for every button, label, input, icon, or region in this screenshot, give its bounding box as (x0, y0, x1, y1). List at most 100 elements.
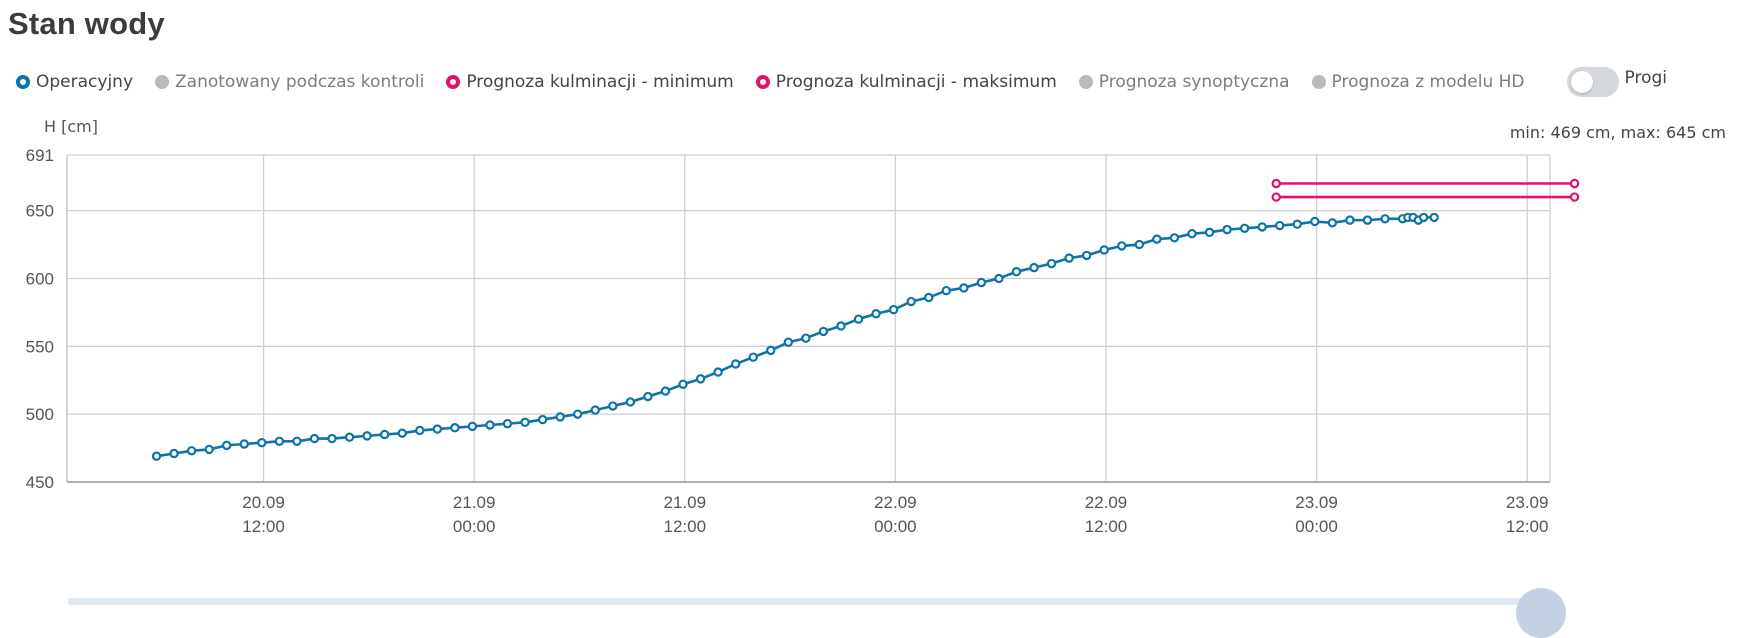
data-point[interactable] (678, 379, 688, 390)
data-point[interactable] (432, 424, 443, 434)
data-point[interactable] (1569, 192, 1580, 202)
data-point[interactable] (766, 345, 776, 356)
data-point[interactable] (1271, 192, 1281, 202)
data-point[interactable] (450, 423, 460, 433)
data-point[interactable] (1429, 212, 1439, 223)
legend-marker-icon (155, 75, 170, 89)
data-point[interactable] (1222, 224, 1232, 235)
data-point[interactable] (608, 401, 618, 411)
data-point[interactable] (836, 321, 846, 331)
data-point[interactable] (730, 359, 741, 369)
data-point[interactable] (906, 296, 916, 307)
data-point[interactable] (783, 337, 794, 347)
data-point[interactable] (573, 409, 583, 419)
data-point[interactable] (1418, 212, 1429, 223)
data-point[interactable] (853, 314, 864, 324)
data-point[interactable] (643, 391, 653, 402)
data-point[interactable] (327, 433, 337, 444)
data-point[interactable] (1362, 215, 1373, 225)
data-point[interactable] (801, 333, 811, 343)
data-point[interactable] (292, 436, 302, 446)
data-point[interactable] (625, 397, 636, 407)
progi-toggle[interactable]: Progi (1566, 67, 1667, 97)
data-point[interactable] (1081, 250, 1092, 261)
data-point[interactable] (1292, 219, 1302, 229)
data-point[interactable] (537, 414, 548, 425)
data-point[interactable] (1327, 218, 1338, 228)
data-point[interactable] (660, 386, 671, 396)
data-point[interactable] (1204, 227, 1215, 238)
data-point[interactable] (222, 440, 232, 451)
x-tick-time: 00:00 (874, 517, 917, 536)
data-point[interactable] (748, 352, 758, 362)
data-point[interactable] (344, 432, 355, 442)
data-point[interactable] (1152, 234, 1162, 244)
data-point[interactable] (1380, 214, 1390, 224)
legend-item-synoptyczna[interactable]: Prognoza synoptyczna (1078, 72, 1290, 92)
data-point[interactable] (467, 421, 478, 432)
min-max-label: min: 469 cm, max: 645 cm (1510, 123, 1726, 142)
data-point[interactable] (1134, 239, 1145, 250)
chart-scrollbar[interactable] (68, 598, 1528, 605)
data-point[interactable] (397, 428, 407, 438)
toggle-knob (1570, 71, 1593, 93)
page-title: Stan wody (8, 6, 165, 41)
data-point[interactable] (1239, 223, 1250, 233)
data-point[interactable] (888, 304, 899, 315)
x-tick-date: 21.09 (663, 493, 706, 512)
data-point[interactable] (362, 431, 372, 441)
x-tick-date: 20.09 (242, 493, 285, 512)
data-point[interactable] (1345, 215, 1355, 225)
data-point[interactable] (994, 273, 1004, 284)
data-point[interactable] (1029, 262, 1039, 273)
data-point[interactable] (169, 448, 179, 459)
data-point[interactable] (1310, 216, 1320, 227)
data-point[interactable] (590, 405, 600, 415)
toggle-track[interactable] (1566, 67, 1619, 97)
legend-item-kulminacja-min[interactable]: Prognoza kulminacji - minimum (446, 72, 734, 92)
data-point[interactable] (1169, 233, 1180, 243)
data-point[interactable] (520, 417, 530, 427)
legend-item-operacyjny[interactable]: Operacyjny (16, 72, 133, 92)
data-point[interactable] (1117, 241, 1127, 251)
x-tick-time: 00:00 (453, 517, 496, 536)
data-point[interactable] (204, 444, 214, 455)
data-point[interactable] (186, 446, 197, 456)
legend-item-model-hd[interactable]: Prognoza z modelu HD (1311, 72, 1525, 92)
data-point[interactable] (871, 309, 881, 319)
grid-lines (66, 154, 1551, 483)
data-point[interactable] (309, 433, 320, 444)
legend-marker-icon (755, 75, 770, 89)
data-point[interactable] (818, 326, 829, 337)
data-point[interactable] (1064, 253, 1074, 263)
data-point[interactable] (1187, 228, 1197, 239)
data-point[interactable] (1569, 178, 1580, 189)
data-point[interactable] (555, 412, 565, 422)
data-point[interactable] (1099, 245, 1109, 255)
legend-item-kulminacja-max[interactable]: Prognoza kulminacji - maksimum (755, 72, 1057, 92)
data-point[interactable] (502, 418, 513, 429)
data-point[interactable] (959, 283, 969, 293)
y-tick-label: 500 (26, 405, 54, 424)
data-point[interactable] (379, 429, 390, 440)
data-point[interactable] (1275, 220, 1285, 231)
data-point[interactable] (1011, 266, 1022, 277)
data-point[interactable] (257, 437, 267, 448)
data-point[interactable] (1046, 258, 1057, 269)
legend-item-zanotowany[interactable]: Zanotowany podczas kontroli (155, 72, 424, 92)
y-tick-label: 691 (26, 146, 54, 165)
data-point[interactable] (151, 451, 162, 461)
data-point[interactable] (1271, 178, 1281, 189)
data-point[interactable] (695, 374, 706, 384)
data-point[interactable] (1257, 222, 1267, 232)
data-point[interactable] (415, 425, 425, 436)
x-tick-date: 23.09 (1506, 493, 1549, 512)
data-point[interactable] (713, 367, 723, 377)
data-point[interactable] (941, 285, 951, 296)
scroll-top-button[interactable] (1516, 588, 1566, 638)
data-point[interactable] (924, 292, 934, 303)
data-point[interactable] (485, 420, 495, 430)
data-point[interactable] (274, 436, 285, 446)
data-point[interactable] (239, 439, 249, 449)
data-point[interactable] (976, 277, 987, 288)
